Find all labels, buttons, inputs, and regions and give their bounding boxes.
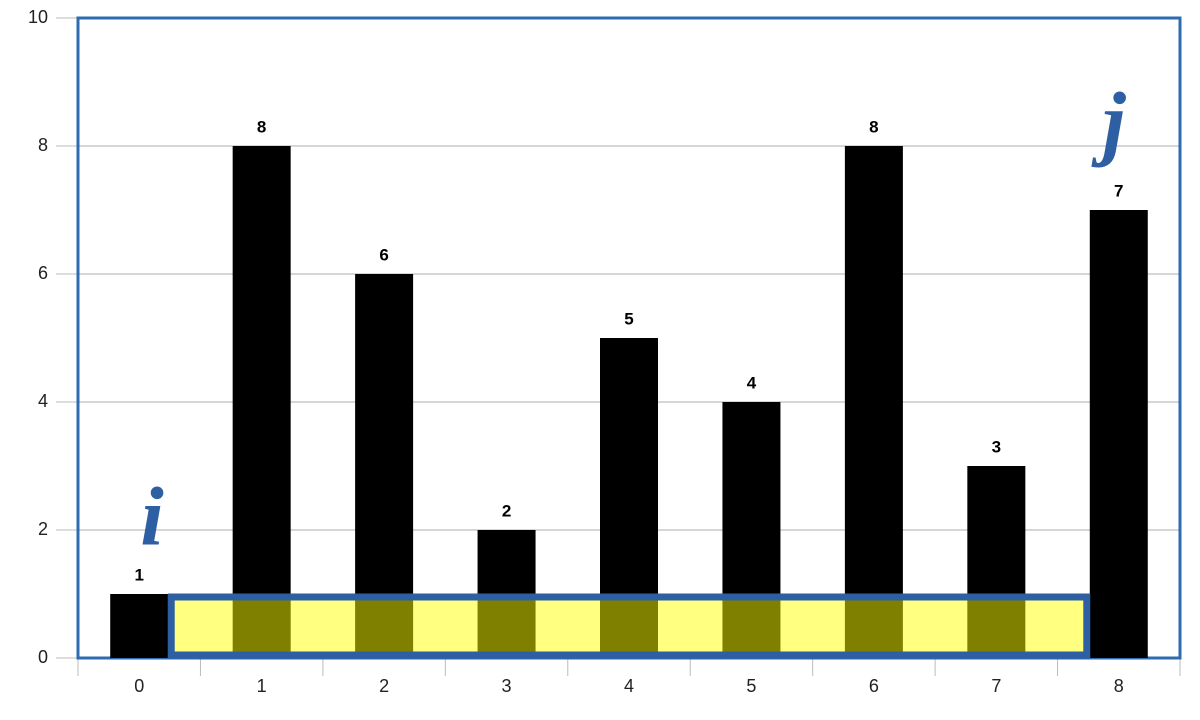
x-tick-label: 3	[502, 676, 512, 696]
data-label: 4	[747, 373, 757, 392]
bar	[1089, 210, 1148, 658]
bar	[844, 146, 903, 658]
y-tick-label: 6	[38, 263, 48, 283]
y-tick-label: 10	[28, 7, 48, 27]
annotation: i	[140, 470, 163, 563]
x-tick-label: 4	[624, 676, 634, 696]
y-tick-label: 8	[38, 135, 48, 155]
data-label: 6	[379, 245, 388, 264]
bar	[110, 594, 169, 658]
data-label: 3	[992, 437, 1001, 456]
water-under-bar	[600, 594, 658, 658]
water-under-bar	[355, 594, 414, 658]
water-under-bar	[232, 594, 291, 658]
data-label: 8	[257, 117, 266, 136]
water-under-bar	[722, 594, 781, 658]
data-label: 2	[502, 501, 511, 520]
y-tick-label: 2	[38, 519, 48, 539]
annotation: j	[1091, 75, 1126, 168]
water-under-bar	[967, 594, 1026, 658]
data-label: 7	[1114, 181, 1123, 200]
water-outline	[167, 593, 1091, 659]
data-label: 5	[624, 309, 633, 328]
x-tick-label: 1	[257, 676, 267, 696]
y-tick-label: 0	[38, 647, 48, 667]
x-tick-label: 0	[134, 676, 144, 696]
data-label: 1	[134, 565, 143, 584]
x-tick-label: 2	[379, 676, 389, 696]
data-label: 8	[869, 117, 878, 136]
bar	[232, 146, 291, 658]
x-tick-label: 5	[746, 676, 756, 696]
water-under-bar	[844, 594, 903, 658]
water-under-bar	[477, 594, 536, 658]
x-tick-label: 7	[991, 676, 1001, 696]
y-tick-label: 4	[38, 391, 48, 411]
x-tick-label: 6	[869, 676, 879, 696]
x-tick-label: 8	[1114, 676, 1124, 696]
